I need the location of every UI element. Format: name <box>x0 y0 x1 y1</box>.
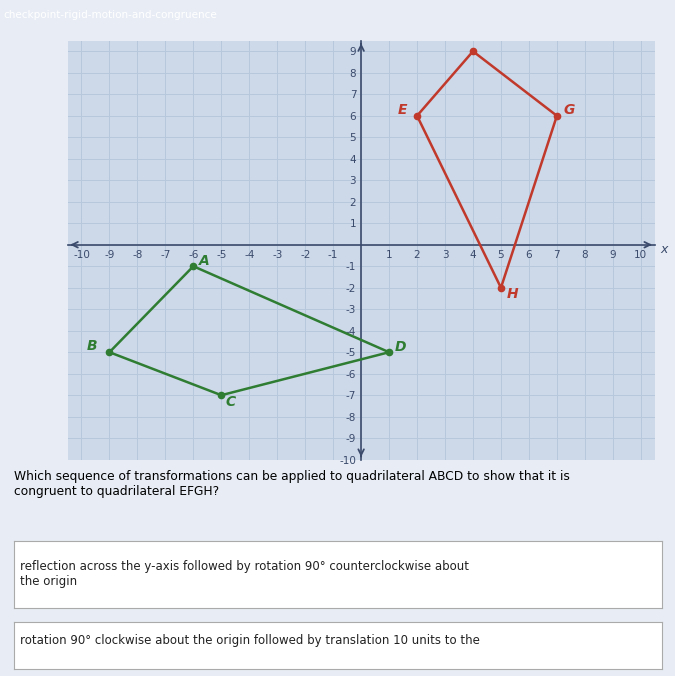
Text: rotation 90° clockwise about the origin followed by translation 10 units to the: rotation 90° clockwise about the origin … <box>20 634 480 647</box>
Text: A: A <box>199 254 210 268</box>
Text: Which sequence of transformations can be applied to quadrilateral ABCD to show t: Which sequence of transformations can be… <box>14 470 570 498</box>
Text: reflection across the y-axis followed by rotation 90° counterclockwise about
the: reflection across the y-axis followed by… <box>20 560 469 587</box>
Text: checkpoint-rigid-motion-and-congruence: checkpoint-rigid-motion-and-congruence <box>3 10 217 20</box>
Text: D: D <box>395 340 406 354</box>
Text: x: x <box>660 243 668 256</box>
Text: H: H <box>506 287 518 301</box>
Text: G: G <box>564 103 575 117</box>
Text: E: E <box>398 103 407 117</box>
Text: B: B <box>87 339 98 353</box>
Text: C: C <box>225 395 236 409</box>
